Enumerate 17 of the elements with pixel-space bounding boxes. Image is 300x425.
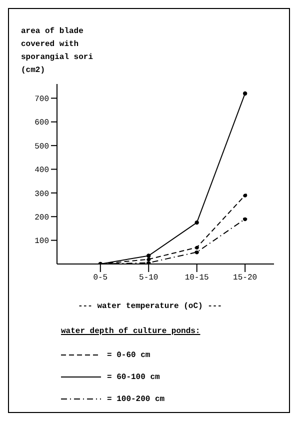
y-axis-title: area of blade covered with sporangial sori (cm2) (21, 26, 94, 77)
y-tick-label: 100 (34, 237, 50, 246)
y-tick-label: 500 (34, 142, 50, 152)
legend-title: water depth of culture ponds: (61, 327, 200, 336)
x-tick-label: 10-15 (184, 274, 210, 283)
y-tick-label: 700 (34, 95, 50, 104)
x-tick-label: 0-5 (93, 274, 108, 283)
y-tick-label: 400 (34, 166, 50, 176)
legend-label: = 60-100 cm (107, 372, 160, 382)
y-tick-label: 200 (34, 213, 50, 222)
legend-label: = 0-60 cm (107, 350, 150, 360)
y-tick-label: 600 (34, 118, 50, 128)
x-tick-label: 15-20 (233, 274, 258, 283)
y-tick-label: 300 (34, 190, 50, 199)
x-tick-label: 5-10 (139, 274, 158, 283)
x-axis-title: --- water temperature (oC) --- (76, 302, 224, 311)
legend-label: = 100-200 cm (107, 394, 165, 404)
